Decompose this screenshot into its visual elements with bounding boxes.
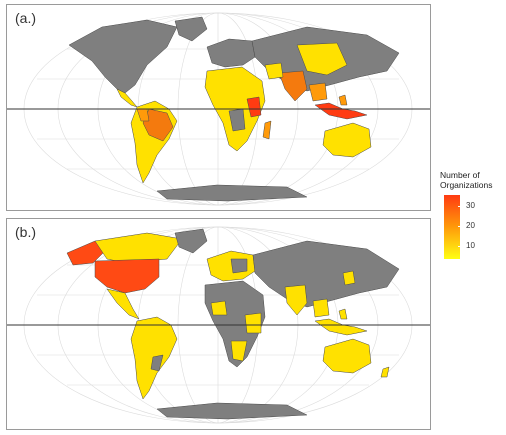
greenland-b (174, 228, 208, 254)
asia-b (252, 240, 400, 308)
indonesia-b (314, 318, 368, 336)
west-africa (210, 300, 228, 316)
world-map-a (7, 12, 430, 206)
india (278, 70, 308, 102)
antarctica-b (156, 402, 308, 420)
new-zealand (380, 366, 390, 378)
world-map-b (7, 226, 430, 424)
legend-tick-20: 20 (466, 221, 475, 230)
canada (94, 232, 183, 264)
eastern-europe (230, 258, 248, 274)
panel-label-a: (a.) (15, 10, 36, 26)
legend-tick-mark-10 (458, 246, 461, 247)
philippines-b (338, 308, 348, 320)
central-africa (228, 108, 246, 132)
map-panel-a: (a.) (6, 4, 431, 211)
legend-tick-mark-30 (458, 206, 461, 207)
indonesia (314, 102, 368, 120)
brazil (142, 108, 174, 142)
europe (206, 38, 256, 68)
legend-colorbar (444, 195, 460, 259)
australia (322, 122, 372, 158)
legend: Number of Organizations 30 20 10 (440, 170, 506, 259)
legend-title-line2: Organizations (440, 180, 493, 190)
legend-tick-mark-20 (458, 226, 461, 227)
southeast-asia (308, 82, 328, 102)
map-panel-b: (b.) (6, 218, 431, 430)
east-africa (244, 312, 262, 334)
southern-africa (230, 340, 248, 362)
north-america (68, 19, 178, 94)
southeast-asia-b (312, 298, 330, 318)
antarctica (156, 184, 308, 202)
legend-title-line1: Number of (440, 170, 480, 180)
alaska (66, 240, 108, 266)
china (296, 42, 348, 76)
legend-tick-30: 30 (466, 201, 475, 210)
india-b (284, 284, 308, 316)
europe-b (206, 250, 256, 282)
australia-b (322, 338, 372, 374)
paraguay (150, 354, 164, 372)
mexico (106, 288, 140, 320)
greenland (174, 16, 208, 42)
madagascar (262, 120, 272, 140)
panel-label-b: (b.) (15, 224, 36, 240)
japan (342, 270, 356, 286)
legend-tick-10: 10 (466, 241, 475, 250)
middle-east (264, 62, 284, 80)
united-states (94, 258, 160, 294)
philippines (338, 94, 348, 106)
kenya (246, 96, 262, 118)
